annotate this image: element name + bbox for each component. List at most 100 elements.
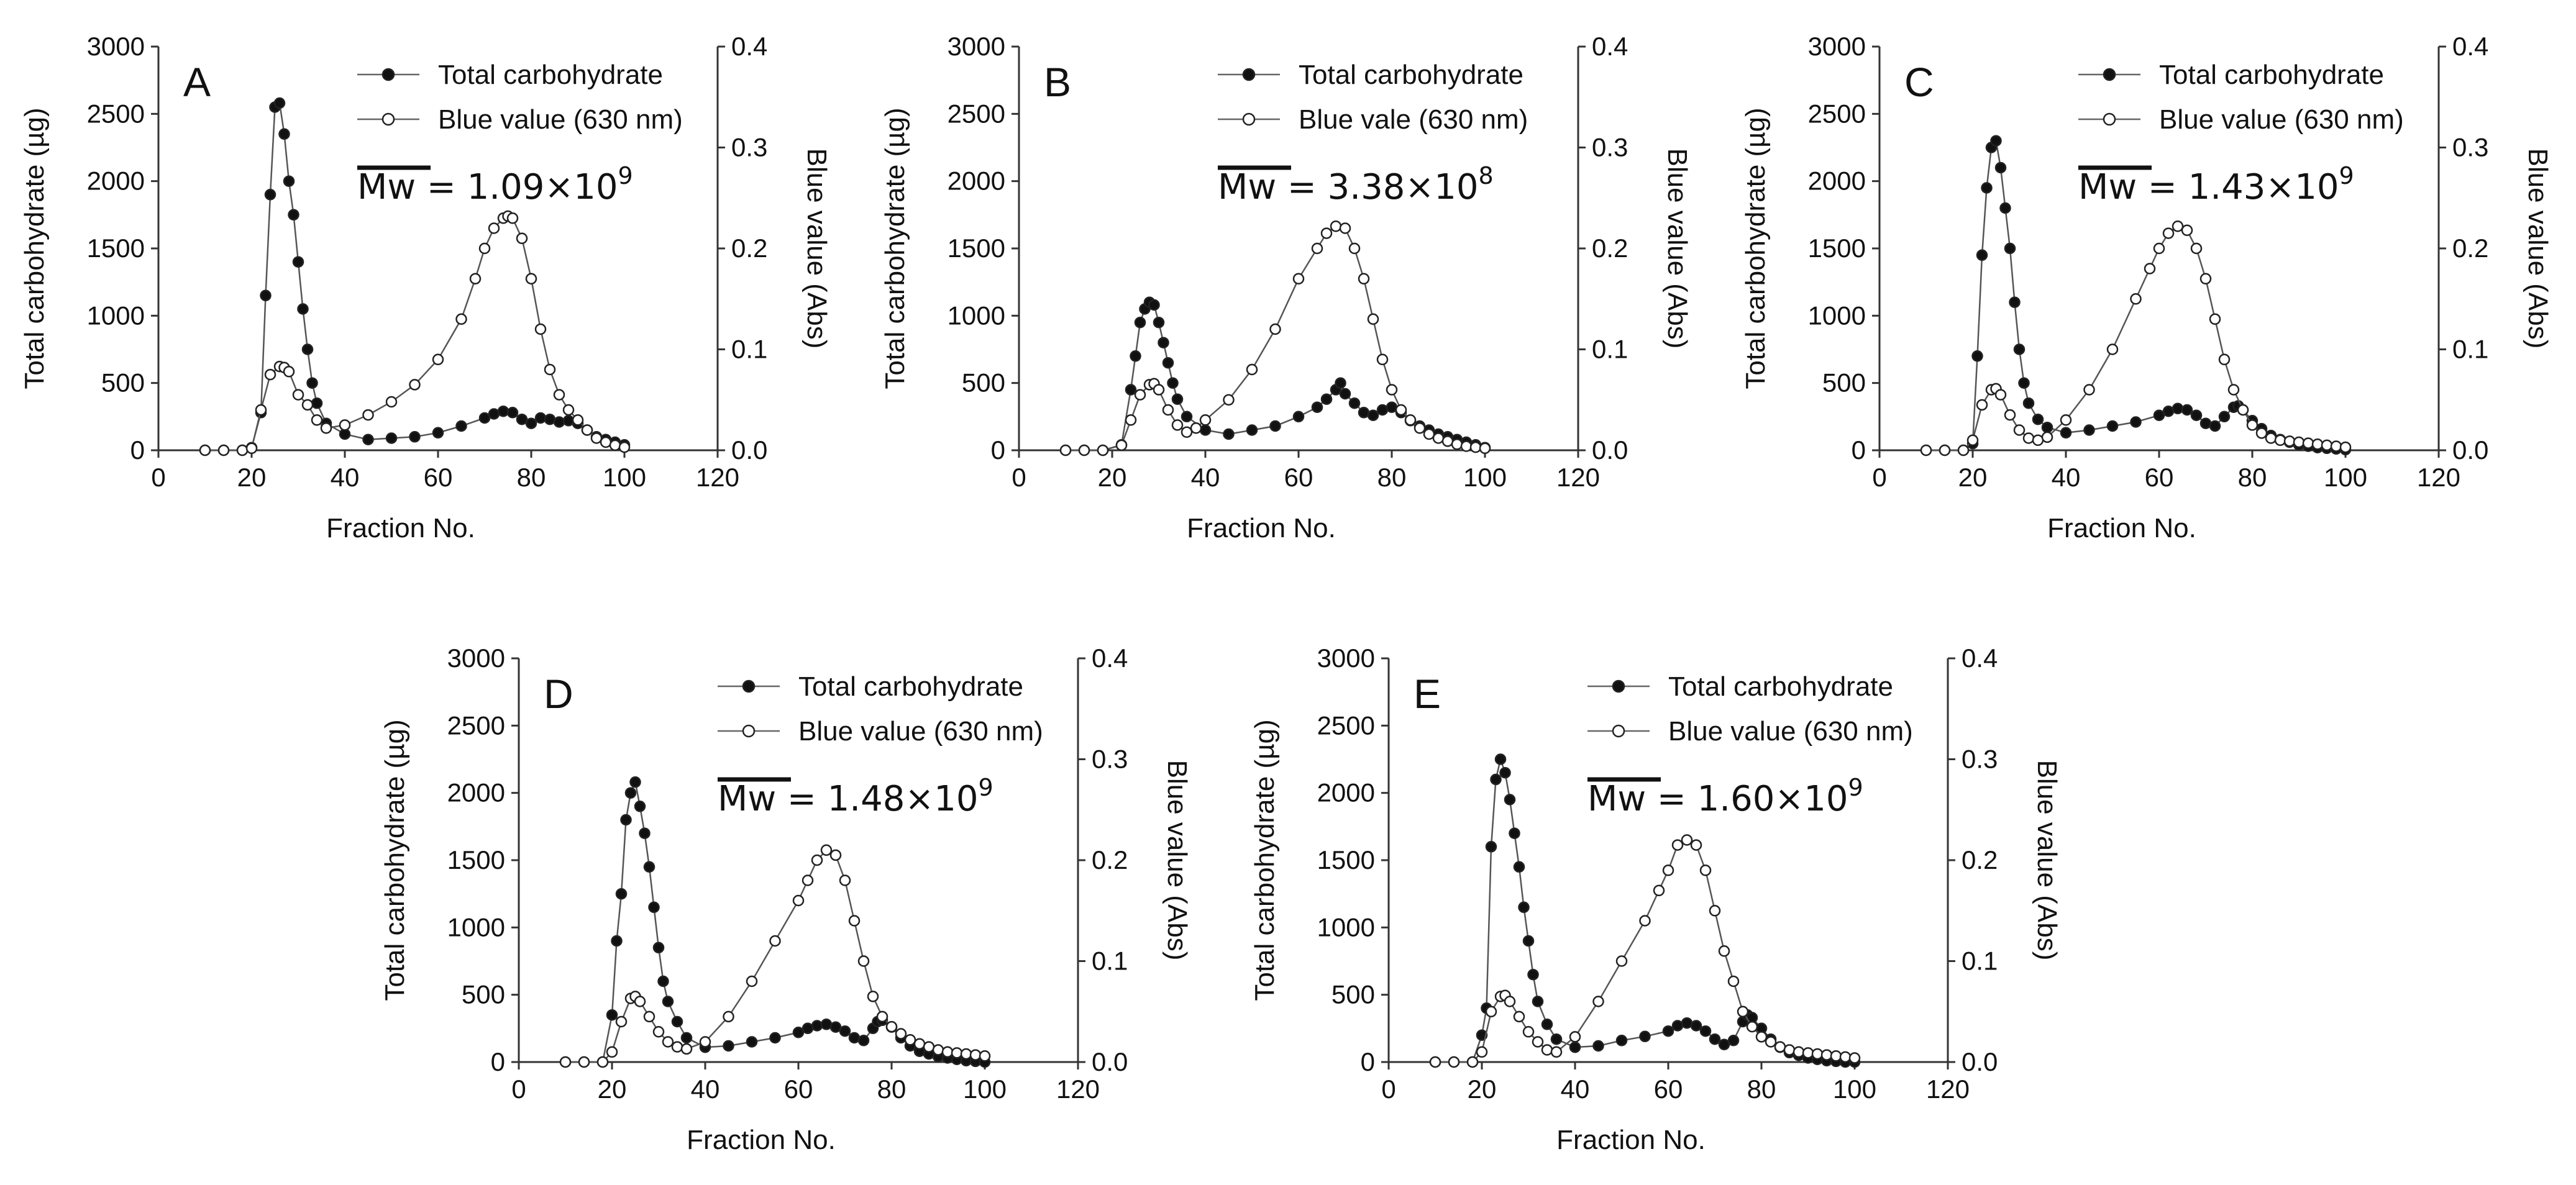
carbohydrate-point	[1153, 316, 1165, 329]
blue-value-point	[1181, 426, 1193, 438]
mw-annotation: Mw = 3.38×108	[1218, 162, 1494, 207]
carbohydrate-point	[1376, 404, 1389, 416]
carbohydrate-point	[2172, 402, 2184, 415]
y-left-tick-label: 3000	[1317, 643, 1375, 673]
blue-value-point	[1976, 399, 1988, 411]
carbohydrate-point	[1518, 901, 1530, 914]
x-tick-label: 40	[331, 463, 360, 492]
carbohydrate-point	[1615, 1035, 1628, 1047]
y-right-tick-label: 0.4	[731, 32, 767, 61]
mw-exponent: 9	[979, 774, 993, 801]
blue-value-point	[1171, 419, 1184, 431]
y-right-axis-title: Blue value (Abs)	[1162, 760, 1192, 961]
carbohydrate-point	[1592, 1040, 1604, 1052]
blue-value-point	[1639, 915, 1651, 927]
mw-symbol: Mw	[718, 779, 776, 819]
y-left-tick-label: 3000	[1808, 32, 1866, 61]
blue-value-point	[478, 242, 491, 255]
carbohydrate-point	[2181, 404, 2193, 416]
blue-value-point	[255, 404, 267, 416]
y-left-tick-label: 2000	[1317, 778, 1375, 807]
carbohydrate-point	[1990, 135, 2002, 147]
legend-marker-open	[742, 724, 756, 738]
chart-panel-b: 0 20 40 60 80 100 120 0 500 1000 1500 2000 2500 3000 0…	[880, 32, 1692, 543]
y-right-tick-label: 0.4	[1092, 643, 1128, 673]
blue-value-point	[581, 424, 593, 436]
blue-value-point	[1269, 323, 1281, 335]
carbohydrate-point	[1199, 424, 1212, 436]
blue-value-point	[876, 1010, 888, 1023]
legend-label: Blue value (630 nm)	[1668, 716, 1913, 747]
carbohydrate-point	[769, 1032, 781, 1044]
blue-value-point	[1414, 422, 1426, 434]
y-right-tick-label: 0.2	[2452, 234, 2488, 263]
x-axis-title: Fraction No.	[687, 1125, 836, 1155]
carbohydrate-point	[1181, 411, 1193, 423]
x-tick-label: 40	[2052, 463, 2081, 492]
mw-value: = 3.38×10	[1276, 167, 1478, 207]
blue-value-point	[1957, 444, 1970, 456]
legend-marker-filled	[1612, 679, 1625, 693]
legend-label: Blue value (630 nm)	[798, 716, 1043, 747]
blue-value-point	[723, 1010, 734, 1023]
y-left-tick-label: 2500	[447, 711, 505, 740]
blue-value-point	[2144, 263, 2156, 275]
y-right-tick-label: 0.0	[1092, 1047, 1128, 1076]
x-tick-label: 120	[1556, 463, 1600, 492]
mw-symbol: Mw	[2078, 167, 2137, 207]
blue-value-point	[1476, 1046, 1488, 1058]
y-left-tick-label: 0	[1361, 1047, 1375, 1076]
y-right-tick-label: 0.1	[2452, 335, 2488, 364]
y-left-tick-label: 1000	[948, 301, 1005, 330]
blue-value-point	[600, 436, 612, 448]
blue-value-point	[2246, 419, 2259, 431]
carbohydrate-point	[652, 942, 665, 954]
x-tick-label: 80	[1377, 463, 1407, 492]
carbohydrate-point	[301, 343, 314, 355]
blue-value-point	[1699, 865, 1712, 876]
carbohydrate-point	[2106, 420, 2119, 432]
blue-value-point	[960, 1048, 972, 1060]
carbohydrate-point	[1718, 1038, 1730, 1051]
carbohydrate-point	[1367, 409, 1379, 421]
blue-value-point	[1592, 996, 1604, 1007]
blue-value-point	[1429, 1056, 1441, 1068]
x-axis-title: Fraction No.	[326, 513, 475, 543]
y-right-tick-label: 0.1	[731, 335, 767, 364]
blue-value-point	[1320, 227, 1333, 239]
blue-value-point	[802, 874, 814, 886]
carbohydrate-point	[1522, 935, 1535, 947]
carbohydrate-point	[1639, 1030, 1651, 1043]
blue-value-point	[680, 1043, 693, 1055]
y-left-tick-label: 1000	[1317, 912, 1375, 942]
carbohydrate-point	[553, 416, 565, 428]
blue-value-point	[1765, 1036, 1777, 1048]
blue-value-point	[1690, 839, 1702, 851]
blue-value-point	[1358, 273, 1370, 285]
y-left-tick-label: 0	[991, 435, 1005, 465]
blue-value-point	[923, 1041, 935, 1053]
blue-value-point	[559, 1056, 572, 1068]
carbohydrate-point	[1348, 397, 1361, 409]
blue-value-point	[572, 414, 584, 426]
blue-value-point	[1522, 1026, 1535, 1038]
carbohydrate-point	[1976, 249, 1988, 261]
blue-value-point	[1190, 422, 1202, 434]
y-right-tick-label: 0.0	[731, 435, 767, 465]
carbohydrate-point	[2041, 421, 2053, 434]
blue-value-point	[1059, 444, 1072, 456]
blue-value-point	[1615, 955, 1628, 967]
panel-letter: A	[183, 59, 211, 105]
x-axis-title: Fraction No.	[1556, 1125, 1706, 1155]
blue-value-point	[1367, 313, 1379, 325]
x-tick-label: 40	[1561, 1074, 1590, 1104]
carbohydrate-point	[1971, 350, 1983, 362]
legend-marker-filled	[742, 679, 756, 693]
carbohydrate-point	[1509, 827, 1520, 839]
carbohydrate-point	[1292, 411, 1305, 423]
blue-value-point	[811, 854, 823, 866]
mw-annotation: Mw = 1.48×109	[718, 774, 993, 819]
series-line-blue-value	[1435, 839, 1855, 1063]
y-left-tick-label: 2000	[447, 778, 505, 807]
blue-value-point	[1920, 444, 1932, 456]
